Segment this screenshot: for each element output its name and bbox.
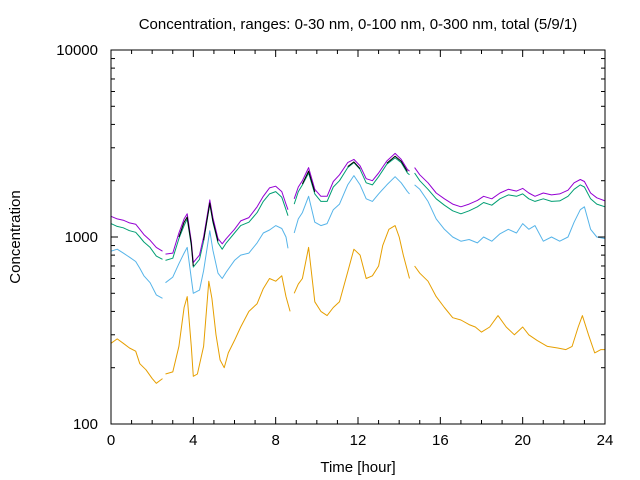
x-tick-label: 16: [432, 432, 449, 449]
series-layer: [110, 152, 606, 384]
x-tick-label: 8: [271, 432, 279, 449]
y-axis-label: Concentration: [7, 190, 24, 283]
series-5-line-segment-1: [178, 216, 194, 267]
x-tick-label: 20: [514, 432, 531, 449]
x-axis-label: Time [hour]: [320, 459, 395, 476]
series-3-line-segment-1: [110, 223, 163, 260]
series-4-line-segment-3: [293, 152, 410, 199]
y-tick-label: 1000: [65, 229, 98, 246]
series-2-line-segment-1: [110, 248, 163, 299]
series-1-line-segment-2: [165, 275, 291, 377]
y-tick-label: 10000: [56, 42, 98, 59]
series-4-line-segment-4: [414, 167, 606, 208]
y-tick-label: 100: [73, 416, 98, 433]
series-1-line-segment-1: [110, 338, 163, 384]
series-3-line-segment-4: [414, 172, 606, 215]
series-2-line-segment-3: [293, 175, 410, 234]
series-2-line-segment-4: [414, 184, 606, 244]
series-5-line-segment-3: [301, 170, 316, 193]
x-tick-label: 12: [350, 432, 367, 449]
series-5-line-segment-5: [386, 155, 408, 172]
series-4-line-segment-1: [110, 215, 163, 252]
chart-title: Concentration, ranges: 0-30 nm, 0-100 nm…: [139, 16, 578, 33]
series-3-line-segment-2: [165, 191, 289, 268]
x-tick-label: 4: [189, 432, 197, 449]
series-2-line-segment-2: [165, 225, 289, 294]
x-tick-label: 24: [597, 432, 614, 449]
series-1-line-segment-4: [414, 265, 605, 354]
x-tick-label: 0: [107, 432, 115, 449]
series-4-line-segment-2: [165, 185, 289, 264]
series-1-line-segment-3: [293, 225, 410, 317]
series-5-line-segment-2: [203, 202, 219, 242]
series-5-line-segment-4: [347, 161, 361, 170]
series-3-line-segment-3: [293, 157, 410, 205]
tick-layer: 0 4 8 12 16 20 24 100 1000 10000: [56, 42, 613, 449]
plot-frame: [110, 49, 606, 425]
